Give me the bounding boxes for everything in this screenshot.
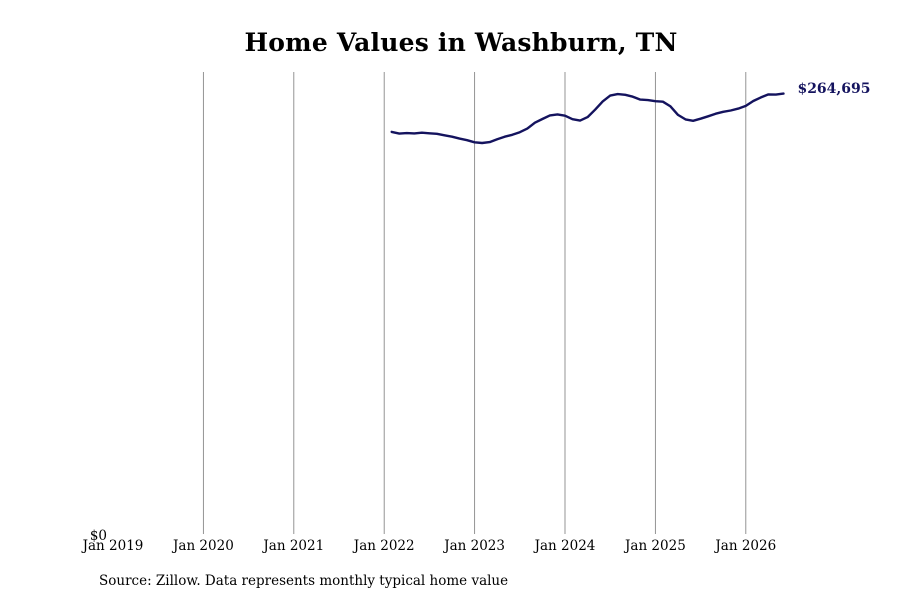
y-axis-tick-labels: $0 [90, 528, 107, 544]
x-tick-label: Jan 2022 [352, 538, 415, 554]
x-tick-label: Jan 2021 [261, 538, 324, 554]
gridlines [202, 72, 747, 534]
end-value-label: $264,695 [797, 81, 870, 97]
x-tick-label: Jan 2019 [81, 538, 144, 554]
y-tick-label: $0 [90, 528, 107, 544]
end-value-label-group: $264,695 [797, 81, 870, 97]
x-axis-tick-labels: Jan 2019 Jan 2020 Jan 2021 Jan 2022 Jan 2023… [81, 538, 777, 554]
source-note: Source: Zillow. Data represents monthly … [99, 573, 509, 589]
chart-title: Home Values in Washburn, TN [244, 28, 678, 57]
x-tick-label: Jan 2026 [713, 538, 776, 554]
x-tick-label: Jan 2020 [171, 538, 234, 554]
series-line [390, 92, 785, 145]
series-group [390, 92, 785, 145]
x-tick-label: Jan 2023 [442, 538, 505, 554]
x-tick-label: Jan 2024 [533, 538, 596, 554]
x-tick-label: Jan 2025 [623, 538, 686, 554]
